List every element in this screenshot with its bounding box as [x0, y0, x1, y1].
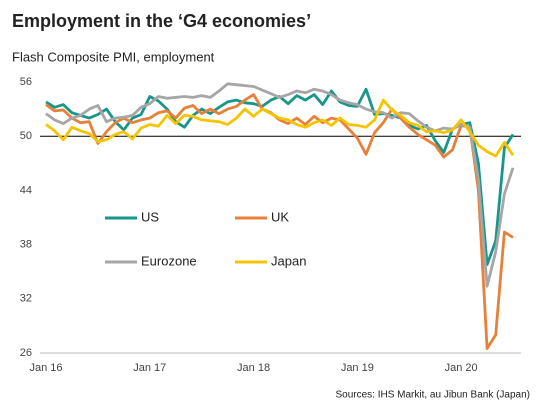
y-tick-label: 56 — [20, 76, 32, 88]
chart-subtitle: Flash Composite PMI, employment — [12, 49, 215, 64]
y-tick-label: 26 — [20, 347, 32, 359]
source-note: Sources: IHS Markit, au Jibun Bank (Japa… — [335, 390, 530, 401]
series-line — [45, 98, 515, 158]
x-tick-label: Jan 19 — [341, 362, 374, 374]
series-line — [45, 87, 515, 266]
legend-label: Japan — [271, 253, 306, 268]
x-tick-label: Jan 18 — [237, 362, 270, 374]
y-tick-label: 50 — [20, 130, 32, 142]
y-tick-label: 38 — [20, 239, 32, 251]
legend-label: US — [141, 209, 159, 224]
chart-title: Employment in the ‘G4 economies’ — [12, 11, 311, 31]
x-tick-label: Jan 17 — [133, 362, 166, 374]
y-tick-label: 32 — [20, 293, 32, 305]
legend-label: Eurozone — [141, 253, 197, 268]
x-tick-label: Jan 16 — [29, 362, 62, 374]
x-tick-label: Jan 20 — [445, 362, 478, 374]
legend-label: UK — [271, 209, 289, 224]
y-tick-label: 44 — [20, 184, 32, 196]
